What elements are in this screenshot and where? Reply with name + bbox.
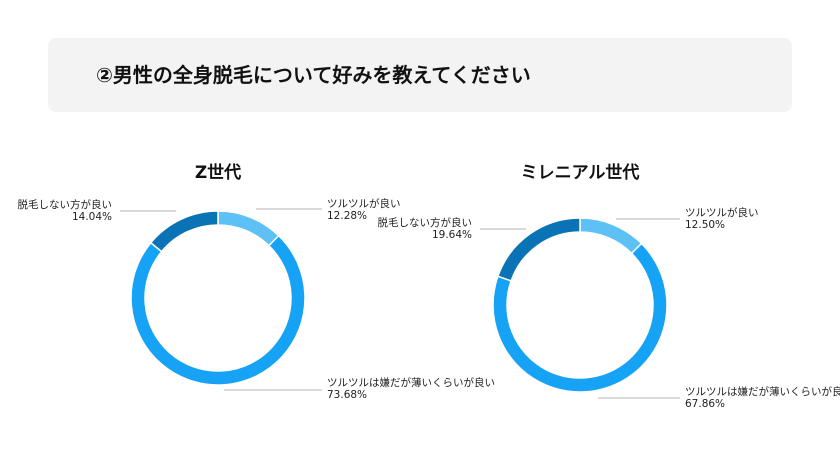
slice-label: 脱毛しない方が良い <box>378 216 473 229</box>
chart-title: Z世代 <box>195 162 241 183</box>
slice-value: 67.86% <box>685 398 725 410</box>
chart-title: ミレニアル世代 <box>521 162 640 183</box>
slice-label: ツルツルが良い <box>327 197 401 210</box>
donut-slice <box>217 210 280 247</box>
slice-value: 12.50% <box>685 219 725 231</box>
donut-slice <box>130 234 306 386</box>
donut-slice <box>496 217 581 282</box>
question-header: ②男性の全身脱毛について好みを教えてください <box>48 38 792 112</box>
slice-value: 73.68% <box>327 389 367 401</box>
donut-slice <box>579 217 643 255</box>
slice-label: 脱毛しない方が良い <box>18 198 113 211</box>
question-title: ②男性の全身脱毛について好みを教えてください <box>96 63 531 87</box>
slice-value: 14.04% <box>72 211 112 223</box>
slice-label: ツルツルは嫌だが薄いくらいが良い <box>327 376 495 389</box>
slice-value: 19.64% <box>432 229 472 241</box>
slice-label: ツルツルは嫌だが薄いくらいが良い <box>685 385 840 398</box>
donut-slice <box>149 210 219 253</box>
slice-value: 12.28% <box>327 210 367 222</box>
slice-label: ツルツルが良い <box>685 206 759 219</box>
